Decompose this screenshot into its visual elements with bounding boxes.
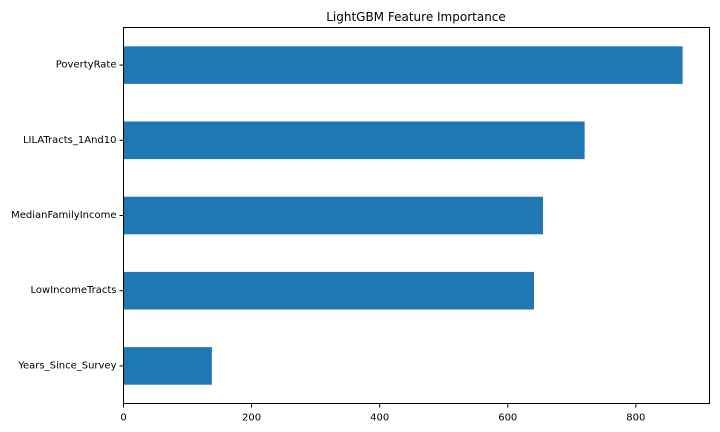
bar-povertyrate xyxy=(123,46,683,84)
y-tick-label: MedianFamilyIncome xyxy=(11,210,116,221)
y-tick-label: Years_Since_Survey xyxy=(17,360,116,371)
bar-lilatracts-1and10 xyxy=(123,121,585,160)
bars-layer xyxy=(123,46,683,385)
chart-title: LightGBM Feature Importance xyxy=(326,10,506,24)
bar-years-since-survey xyxy=(123,347,212,385)
y-tick-label: PovertyRate xyxy=(56,60,117,71)
bar-medianfamilyincome xyxy=(123,196,543,235)
x-axis: 0 200 400 600 800 xyxy=(120,403,645,424)
x-tick-label: 400 xyxy=(370,413,389,424)
x-tick-label: 0 xyxy=(120,413,126,424)
x-tick-label: 600 xyxy=(498,413,517,424)
y-axis: PovertyRate LILATracts_1And10 MedianFamily… xyxy=(11,60,124,371)
x-tick-label: 200 xyxy=(242,413,261,424)
bar-lowincometracts xyxy=(123,271,535,310)
y-tick-label: LowIncomeTracts xyxy=(31,285,117,296)
x-tick-label: 800 xyxy=(626,413,645,424)
y-tick-label: LILATracts_1And10 xyxy=(23,135,117,146)
